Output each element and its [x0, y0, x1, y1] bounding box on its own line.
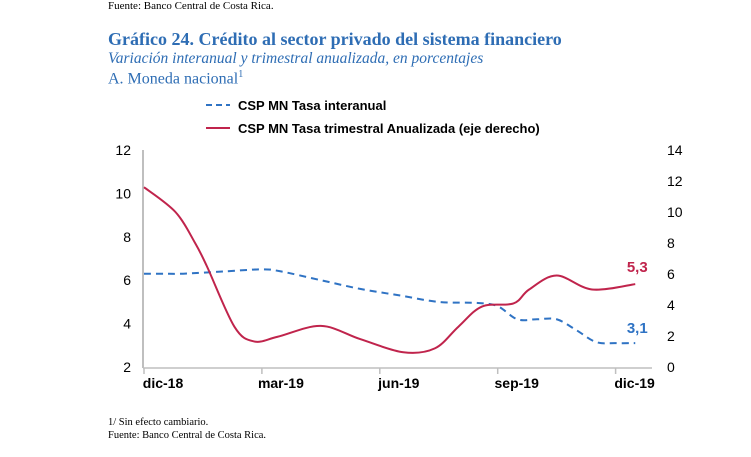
- legend: CSP MN Tasa interanual CSP MN Tasa trime…: [206, 98, 540, 136]
- end-label-trimestral: 5,3: [627, 259, 648, 276]
- chart-subtitle: Variación interanual y trimestral anuali…: [108, 50, 484, 67]
- end-label-interanual: 3,1: [627, 320, 648, 337]
- legend-label-interanual: CSP MN Tasa interanual: [238, 98, 386, 113]
- footnote-mark: 1: [238, 69, 244, 80]
- panel-label: A. Moneda nacional1: [108, 69, 243, 88]
- left-tick-label: 2: [123, 359, 131, 375]
- cut-off-source-text: Fuente: Banco Central de Costa Rica.: [108, 0, 274, 12]
- x-tick-label: mar-19: [258, 375, 304, 391]
- series-line-interanual: [143, 268, 636, 345]
- right-tick-label: 12: [667, 173, 683, 189]
- footnote: 1/ Sin efecto cambiario.: [108, 417, 209, 428]
- left-tick-label: 6: [123, 272, 131, 288]
- legend-label-trimestral: CSP MN Tasa trimestral Anualizada (eje d…: [238, 121, 540, 136]
- right-tick-label: 14: [667, 142, 683, 158]
- right-tick-label: 6: [667, 266, 675, 282]
- series-line-trimestral: [143, 186, 636, 354]
- right-tick-label: 0: [667, 359, 675, 375]
- source-note: Fuente: Banco Central de Costa Rica.: [108, 430, 267, 441]
- left-tick-label: 10: [115, 185, 131, 201]
- x-tick-label: dic-18: [143, 375, 184, 391]
- x-tick-label: jun-19: [377, 375, 419, 391]
- right-tick-label: 10: [667, 204, 683, 220]
- chart-number: Gráfico 24.: [108, 29, 194, 49]
- right-tick-label: 2: [667, 328, 675, 344]
- panel-label-text: A. Moneda nacional: [108, 70, 239, 88]
- left-tick-label: 8: [123, 229, 131, 245]
- x-tick-label: sep-19: [495, 375, 540, 391]
- left-tick-label: 4: [123, 316, 131, 332]
- chart-title-text: Crédito al sector privado del sistema fi…: [198, 29, 562, 49]
- x-tick-label: dic-19: [614, 375, 655, 391]
- right-tick-label: 8: [667, 235, 675, 251]
- chart-title: Gráfico 24. Crédito al sector privado de…: [108, 29, 562, 50]
- right-tick-label: 4: [667, 297, 675, 313]
- left-tick-label: 12: [115, 142, 131, 158]
